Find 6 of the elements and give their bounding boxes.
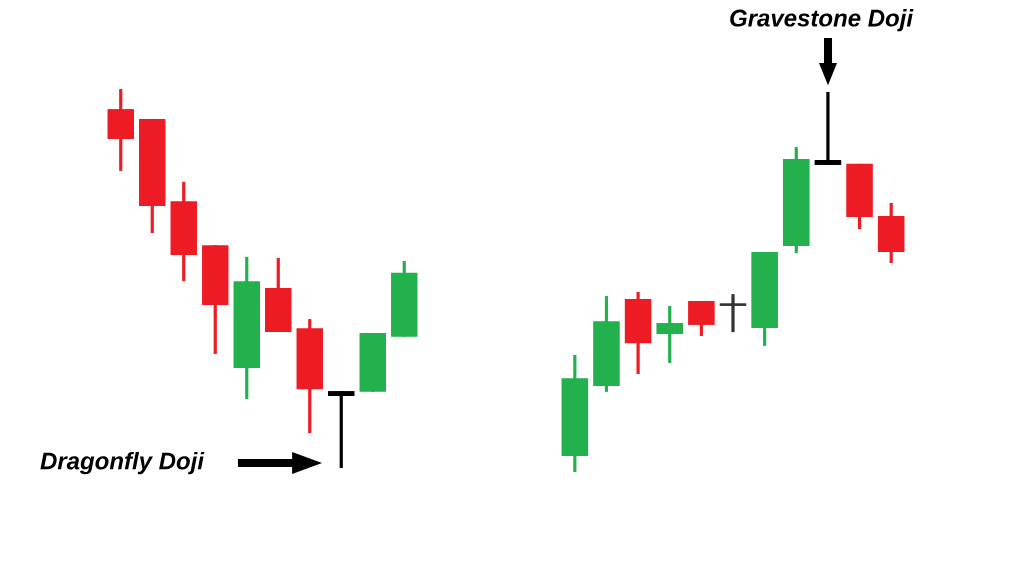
candlestick [719,294,747,334]
candlestick [328,391,355,468]
candlestick [814,92,842,165]
candlestick [656,304,684,363]
text: Gravestone Doji [730,8,914,32]
annotation: Dragonfly Doji [40,451,205,475]
